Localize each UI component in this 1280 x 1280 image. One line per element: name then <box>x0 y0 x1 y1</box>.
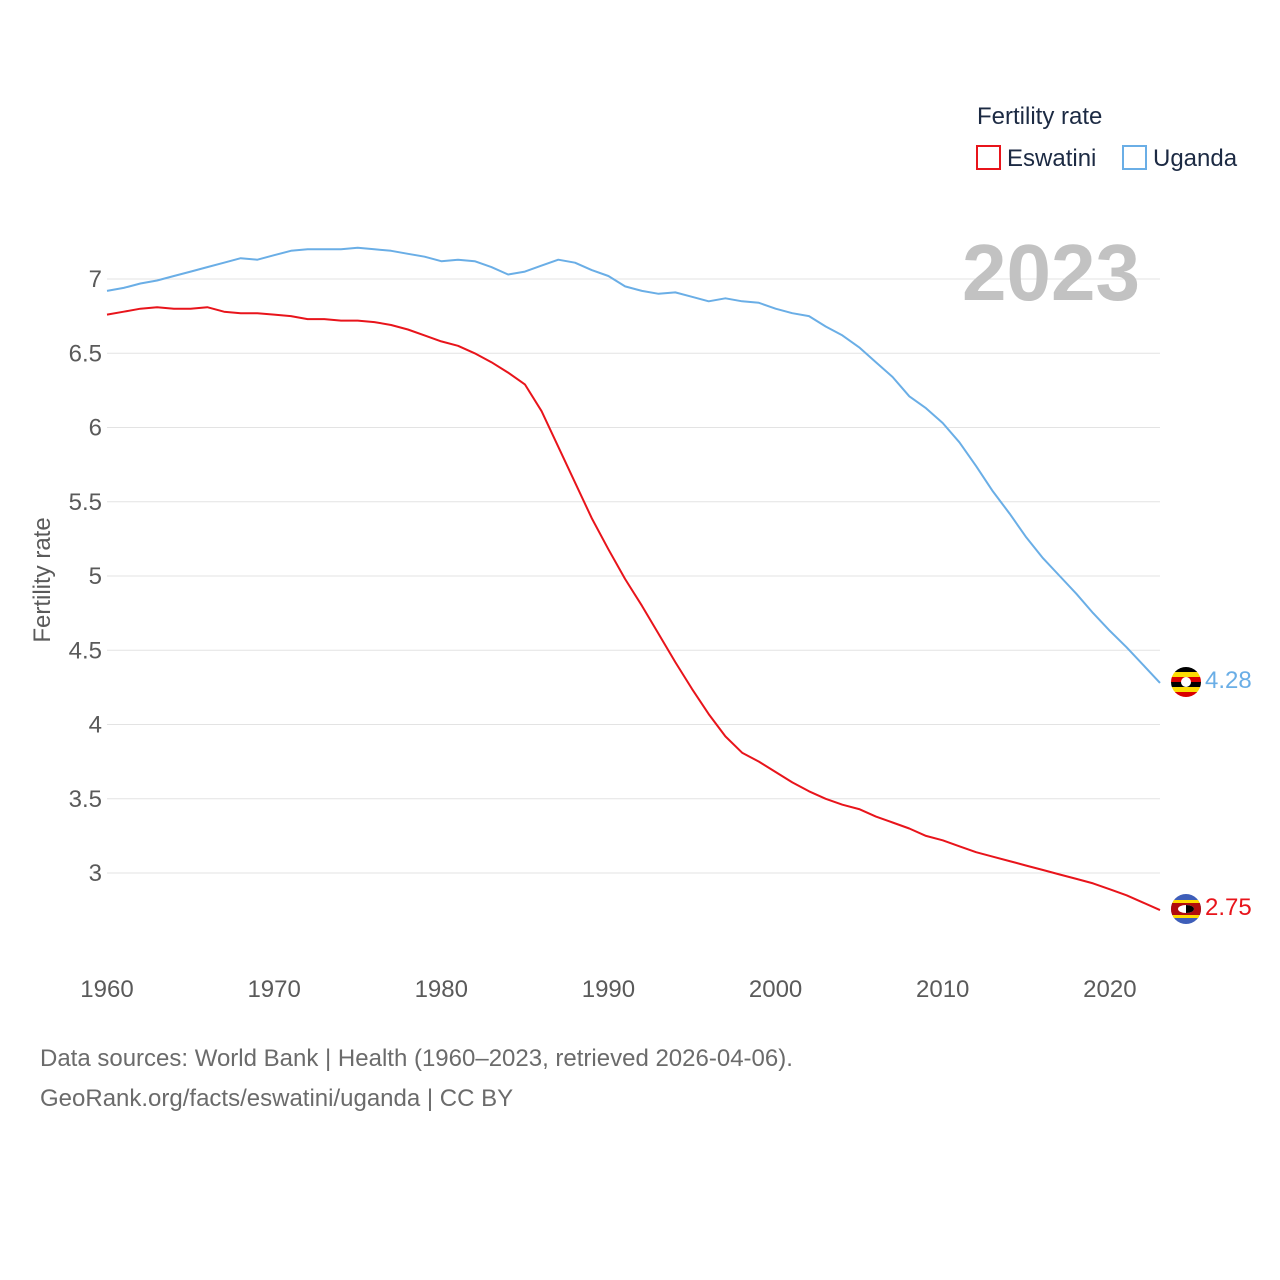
attribution-link[interactable]: GeoRank.org/facts/eswatini/uganda | CC B… <box>40 1085 514 1112</box>
x-tick-label: 1960 <box>80 976 133 1003</box>
legend: Fertility rate Eswatini Uganda <box>976 103 1238 172</box>
end-label-eswatini: 2.75 <box>1205 894 1252 921</box>
y-tick-label: 7 <box>89 266 102 293</box>
x-tick-label: 1980 <box>415 976 468 1003</box>
series-line-uganda[interactable] <box>106 246 1161 684</box>
eswatini-flag-icon <box>1171 894 1201 924</box>
legend-label-uganda[interactable]: Uganda <box>1153 145 1238 172</box>
x-tick-label: 1990 <box>582 976 635 1003</box>
y-tick-label: 5 <box>89 563 102 590</box>
x-tick-label: 2000 <box>749 976 802 1003</box>
legend-label-eswatini[interactable]: Eswatini <box>1007 145 1096 172</box>
y-tick-label: 4.5 <box>69 637 102 664</box>
y-tick-label: 3.5 <box>69 786 102 813</box>
legend-swatch-eswatini[interactable] <box>976 145 1001 170</box>
y-tick-label: 3 <box>89 860 102 887</box>
x-tick-label: 2020 <box>1083 976 1136 1003</box>
legend-swatch-uganda[interactable] <box>1122 145 1147 170</box>
y-tick-label: 5.5 <box>69 489 102 516</box>
series-line-eswatini[interactable] <box>106 306 1161 912</box>
end-label-uganda: 4.28 <box>1205 667 1252 694</box>
y-axis-label: Fertility rate <box>29 517 56 642</box>
data-sources-note: Data sources: World Bank | Health (1960–… <box>40 1045 793 1072</box>
y-axis-ticks: 3 3.5 4 4.5 5 5.5 6 6.5 7 <box>69 266 102 887</box>
x-axis-ticks: 1960 1970 1980 1990 2000 2010 2020 <box>80 976 1136 1003</box>
y-tick-label: 6.5 <box>69 340 102 367</box>
gridlines <box>107 278 1160 874</box>
x-tick-label: 2010 <box>916 976 969 1003</box>
y-tick-label: 6 <box>89 415 102 442</box>
series-lines <box>106 246 1161 912</box>
x-tick-label: 1970 <box>247 976 300 1003</box>
y-tick-label: 4 <box>89 712 102 739</box>
uganda-flag-icon <box>1171 667 1201 697</box>
year-label: 2023 <box>962 228 1140 317</box>
legend-title: Fertility rate <box>977 103 1102 130</box>
